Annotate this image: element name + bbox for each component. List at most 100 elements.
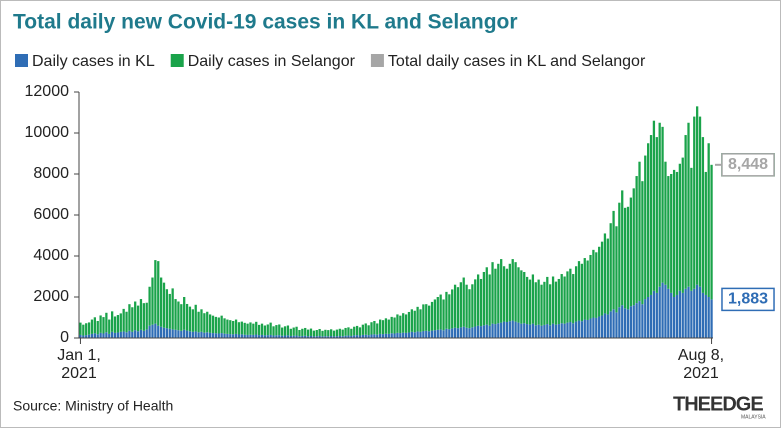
bar — [217, 333, 220, 338]
bar — [364, 334, 367, 338]
bar — [451, 328, 454, 338]
bar — [208, 332, 212, 338]
bar — [151, 277, 154, 325]
bar — [301, 335, 304, 338]
bar — [226, 333, 229, 338]
bar — [148, 286, 151, 326]
bar — [246, 334, 249, 338]
bar — [560, 274, 563, 324]
bar — [531, 323, 535, 338]
bar — [572, 274, 575, 324]
bar — [471, 284, 474, 328]
bar — [491, 323, 494, 338]
bar — [598, 246, 601, 317]
bar — [136, 305, 140, 332]
legend-label: Daily cases in Selangor — [188, 53, 356, 70]
bar — [99, 332, 102, 338]
bar — [260, 323, 264, 335]
bar — [295, 335, 298, 338]
bar — [255, 321, 258, 335]
bar — [471, 327, 474, 338]
bar — [511, 259, 514, 321]
bar — [281, 327, 284, 336]
bar — [534, 325, 537, 338]
bar — [445, 291, 448, 329]
bar — [384, 333, 388, 338]
bar — [154, 323, 157, 338]
bar — [537, 279, 540, 325]
bar — [381, 334, 385, 338]
bar — [500, 259, 503, 323]
bar — [286, 335, 290, 338]
bar — [125, 311, 128, 333]
bar — [102, 317, 105, 334]
bar — [347, 335, 350, 338]
bar — [304, 335, 307, 338]
bar — [214, 333, 218, 338]
bar — [278, 324, 281, 336]
bar — [122, 331, 125, 338]
bar — [603, 233, 607, 314]
bar — [514, 262, 517, 322]
bar — [606, 238, 609, 315]
bar — [105, 312, 108, 333]
bar — [528, 324, 532, 338]
bar — [162, 327, 166, 338]
bar — [667, 288, 670, 338]
bar — [459, 282, 462, 328]
bar — [286, 325, 290, 336]
bar — [90, 333, 94, 338]
bar — [479, 326, 483, 338]
bar — [517, 267, 520, 323]
bar — [96, 320, 99, 335]
bar — [145, 329, 148, 338]
bar — [476, 274, 480, 326]
bar — [116, 332, 120, 338]
bar — [361, 324, 364, 335]
bar — [243, 322, 246, 335]
bar — [338, 328, 341, 336]
bar — [292, 327, 295, 336]
bar — [237, 322, 241, 335]
bar — [681, 292, 684, 338]
bar — [462, 277, 465, 327]
bar — [537, 324, 540, 338]
end-label: 1,883 — [728, 291, 768, 308]
bar — [226, 319, 229, 334]
bar — [462, 326, 465, 338]
bar — [384, 318, 388, 334]
bar — [557, 278, 560, 325]
bar — [422, 331, 425, 338]
bar — [188, 331, 192, 338]
bar — [393, 317, 396, 334]
bar — [249, 322, 252, 335]
bar — [696, 284, 699, 338]
bar — [379, 333, 382, 338]
bar — [629, 197, 633, 307]
bar — [592, 249, 595, 318]
bar — [116, 315, 120, 333]
bar — [312, 336, 316, 338]
bar — [252, 323, 255, 335]
bar — [134, 301, 137, 331]
bar — [638, 301, 641, 338]
bar — [543, 281, 546, 325]
bar — [609, 311, 612, 338]
bar — [451, 289, 454, 329]
bar — [119, 313, 122, 332]
bar — [159, 277, 163, 327]
bar — [413, 310, 416, 333]
bar — [240, 321, 243, 335]
bar — [194, 331, 197, 338]
legend-swatch — [370, 54, 384, 67]
bar — [168, 328, 171, 338]
legend-label: Total daily cases in KL and Selangor — [388, 53, 646, 70]
bar — [517, 322, 520, 338]
bar — [402, 332, 405, 338]
bar — [459, 327, 462, 338]
bar — [644, 155, 647, 300]
bar — [422, 304, 425, 332]
bar — [540, 284, 543, 326]
bar — [82, 324, 85, 336]
bar — [491, 262, 494, 324]
